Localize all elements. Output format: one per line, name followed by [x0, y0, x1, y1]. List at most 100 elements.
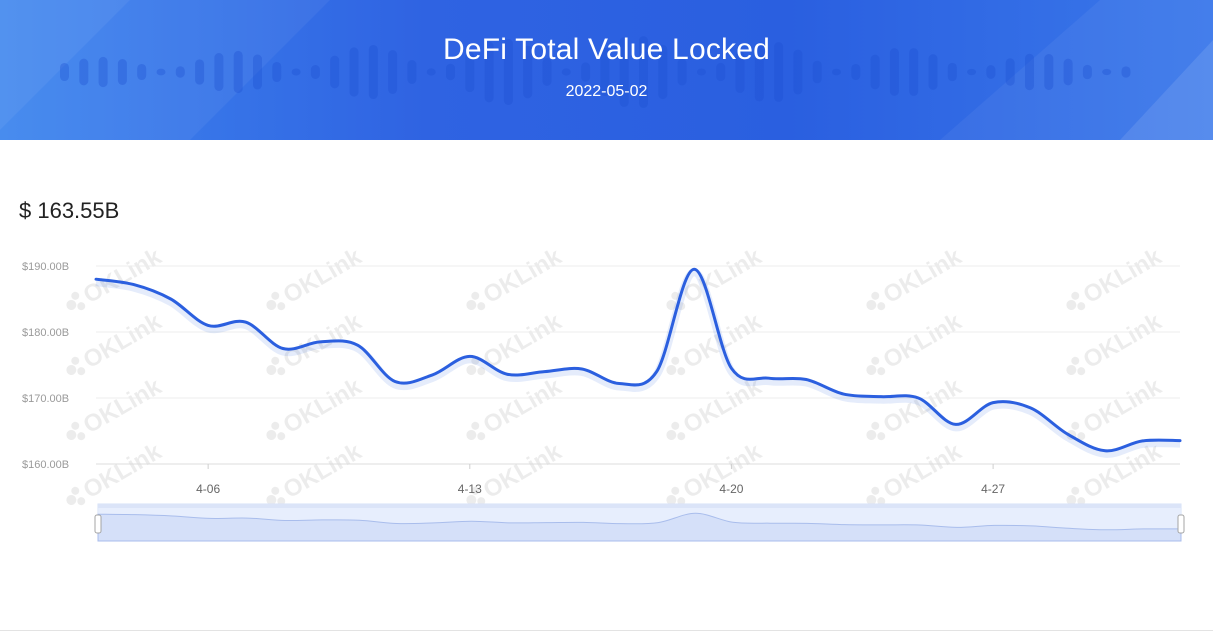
data-point[interactable]	[953, 421, 959, 427]
wave-bar	[272, 61, 282, 83]
watermark: OKLink	[466, 438, 567, 506]
data-point[interactable]	[243, 319, 249, 325]
svg-text:OKLink: OKLink	[479, 373, 567, 439]
svg-text:OKLink: OKLink	[1079, 308, 1167, 374]
wave-bar	[233, 50, 243, 94]
wave-bar	[503, 39, 513, 105]
slider-handle-right[interactable]	[1177, 514, 1185, 534]
wave-bar	[716, 62, 726, 82]
data-point[interactable]	[205, 322, 211, 328]
svg-text:OKLink: OKLink	[879, 438, 967, 504]
data-point[interactable]	[1027, 405, 1033, 411]
wave-bar	[619, 37, 629, 107]
x-tick-label: 4-13	[458, 482, 482, 496]
y-tick-label: $160.00B	[22, 459, 69, 471]
data-point[interactable]	[542, 369, 548, 375]
wave-bar	[426, 68, 436, 76]
wave-bar	[60, 62, 69, 82]
data-point[interactable]	[654, 369, 660, 375]
data-point[interactable]	[728, 365, 734, 371]
wave-bar	[696, 68, 706, 76]
wave-bar	[947, 62, 957, 82]
wave-bar	[967, 68, 977, 76]
svg-text:OKLink: OKLink	[79, 373, 167, 439]
svg-text:OKLink: OKLink	[479, 308, 567, 374]
data-point[interactable]	[766, 375, 772, 381]
wave-bar	[909, 48, 919, 96]
watermark: OKLink	[266, 438, 367, 506]
data-point[interactable]	[355, 342, 361, 348]
page-date: 2022-05-02	[565, 83, 648, 100]
grid-lines	[96, 265, 1180, 465]
wave-bar	[581, 62, 591, 82]
data-point[interactable]	[1065, 431, 1071, 437]
x-axis: 4-06 4-13 4-20 4-27	[96, 463, 1180, 496]
watermark-layer: OKLink OKLink OKLink OKLink OKLink OKLinkOKLi…	[66, 243, 1167, 506]
svg-text:OKLink: OKLink	[1079, 243, 1167, 309]
data-point[interactable]	[990, 400, 996, 406]
wave-bar	[446, 63, 455, 81]
data-point[interactable]	[392, 379, 398, 385]
wave-bar	[407, 60, 417, 84]
data-point[interactable]	[1177, 438, 1183, 444]
wave-bar	[561, 68, 571, 76]
series-line-shadow	[95, 268, 1181, 458]
wave-bar	[774, 42, 784, 102]
wave-bar	[1025, 53, 1034, 91]
header-banner: DeFi Total Value Locked 2022-05-02	[0, 0, 1213, 140]
total-value-locked: $ 163.55B	[19, 198, 120, 223]
data-point[interactable]	[467, 353, 473, 359]
wave-bar	[253, 54, 262, 90]
wave-bar	[870, 54, 880, 90]
wave-bar	[812, 60, 822, 84]
wave-bar	[1082, 64, 1092, 80]
page-title: DeFi Total Value Locked	[442, 33, 770, 66]
data-point[interactable]	[429, 372, 435, 378]
svg-text:OKLink: OKLink	[479, 438, 567, 504]
series-layer	[94, 267, 1182, 458]
data-point[interactable]	[616, 380, 622, 386]
wave-bar	[677, 58, 687, 86]
wave-bar	[1121, 66, 1131, 78]
data-point[interactable]	[168, 296, 174, 302]
svg-text:OKLink: OKLink	[279, 243, 367, 309]
data-point[interactable]	[1102, 448, 1108, 454]
wave-bar	[542, 58, 552, 86]
data-point[interactable]	[1140, 438, 1146, 444]
divider	[0, 630, 1213, 631]
data-point[interactable]	[579, 366, 585, 372]
data-point[interactable]	[878, 394, 884, 400]
banner-decoration	[0, 0, 1213, 140]
svg-text:OKLink: OKLink	[279, 373, 367, 439]
data-point[interactable]	[130, 281, 136, 287]
tvl-line-chart[interactable]: OKLink OKLink OKLink OKLink OKLink OKLinkOKLi…	[0, 240, 1213, 560]
data-point[interactable]	[841, 391, 847, 397]
data-point[interactable]	[915, 395, 921, 401]
slider-handle-left[interactable]	[94, 514, 102, 534]
wave-bar	[388, 50, 398, 94]
slider-top-bar[interactable]	[98, 504, 1181, 508]
wave-bar	[214, 53, 224, 91]
data-point[interactable]	[93, 276, 99, 282]
wave-bar	[889, 48, 899, 96]
data-point[interactable]	[280, 346, 286, 352]
wave-bar	[600, 47, 610, 97]
wave-bar	[832, 68, 841, 76]
wave-bar	[98, 56, 108, 88]
data-point[interactable]	[691, 266, 697, 272]
y-axis: $160.00B $170.00B $180.00B $190.00B	[22, 261, 69, 471]
wave-bar	[1102, 68, 1112, 76]
wave-bar	[484, 41, 494, 103]
data-point[interactable]	[504, 371, 510, 377]
wave-bar	[639, 36, 648, 108]
data-point[interactable]	[317, 339, 323, 345]
wave-bar	[195, 59, 205, 85]
wave-bar	[137, 63, 147, 81]
wave-bar	[175, 66, 185, 78]
slider-preview-area	[97, 512, 1182, 542]
wave-bar	[156, 68, 166, 76]
data-point[interactable]	[803, 377, 809, 383]
svg-text:OKLink: OKLink	[79, 243, 167, 309]
zoom-slider[interactable]	[94, 503, 1185, 542]
y-tick-label: $180.00B	[22, 327, 69, 339]
